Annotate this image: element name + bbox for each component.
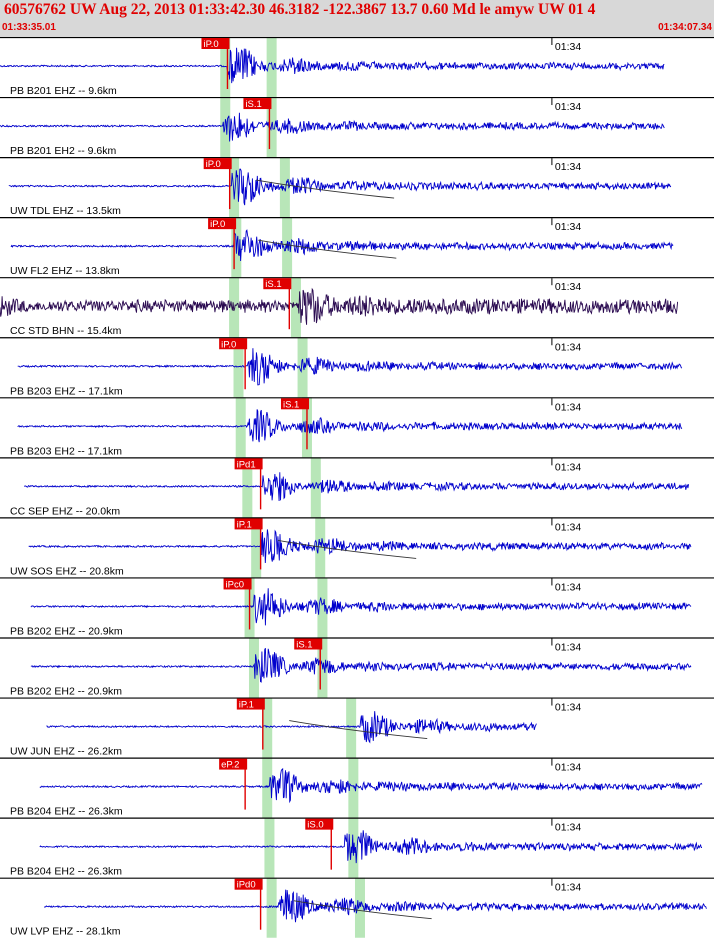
time-tick-label: 01:34 [555,401,581,413]
station-label: PB B204 EH2 -- 26.3km [10,866,122,878]
station-label: PB B201 EH2 -- 9.6km [10,145,116,157]
station-label: PB B202 EH2 -- 20.9km [10,686,122,698]
pick-flag [236,698,265,710]
pick-flag [203,158,232,170]
pick-flag [219,338,248,350]
pick-flag [223,578,252,590]
pick-flag [201,38,230,49]
waveform [17,409,683,443]
pick-label: iS.1 [296,640,312,651]
station-label: PB B204 EHZ -- 26.3km [10,806,123,818]
time-tick-label: 01:34 [555,642,581,654]
time-tick-label: 01:34 [555,341,581,353]
pick-label: iS.1 [283,399,299,410]
waveform [8,168,672,206]
pick-label: iP.1 [237,519,252,530]
station-label: CC STD BHN -- 15.4km [10,325,122,337]
time-tick-label: 01:34 [555,882,581,894]
pick-label: iPd1 [237,459,256,470]
pick-label: iP.1 [239,700,254,711]
pick-flag [219,758,248,770]
waveform [43,889,707,923]
seismogram-plot: iP.0 01:34 PB B201 EHZ -- 9.6km iS.1 01:34 PB… [0,37,714,938]
pick-label: iP.0 [206,159,221,170]
time-tick-label: 01:34 [555,101,581,113]
time-tick-label: 01:34 [555,161,581,173]
pick-flag [263,278,292,290]
pick-label: iS.1 [245,99,261,110]
time-tick-label: 01:34 [555,822,581,834]
time-tick-label: 01:34 [555,581,581,593]
start-time-label: 01:33:35.01 [2,22,56,33]
waveform [24,472,690,502]
station-label: PB B202 EHZ -- 20.9km [10,625,123,637]
station-label: PB B201 EHZ -- 9.6km [10,85,117,97]
station-label: CC SEP EHZ -- 20.0km [10,505,120,517]
pick-flag [294,638,323,650]
pick-label: iP.0 [210,219,225,230]
pick-flag [234,878,263,890]
header-bar: 60576762 UW Aug 22, 2013 01:33:42.30 46.… [0,0,714,37]
station-label: PB B203 EH2 -- 17.1km [10,445,122,457]
waveform [39,830,702,864]
station-label: UW TDL EHZ -- 13.5km [10,205,121,217]
waveform [0,112,665,142]
time-tick-label: 01:34 [555,221,581,233]
waveform [39,768,703,804]
time-tick-label: 01:34 [555,521,581,533]
station-label: UW JUN EHZ -- 26.2km [10,746,122,758]
pick-label: iS.0 [307,820,323,831]
pick-flag [234,458,263,470]
coda-curve [258,239,397,259]
pick-flag [208,218,237,230]
s-window-band [266,37,365,938]
pick-label: eP.2 [221,760,239,771]
waveform [30,588,692,626]
waveform [46,711,537,744]
waveform [28,529,692,564]
pick-label: iS.1 [265,279,281,290]
station-label: UW LVP EHZ -- 28.1km [10,926,121,938]
pick-label: iPd0 [237,880,256,891]
pick-label: iPc0 [226,579,244,590]
station-label: UW FL2 EHZ -- 13.8km [10,265,120,277]
pick-label: iP.0 [203,39,218,50]
coda-curve [278,539,417,559]
event-title: 60576762 UW Aug 22, 2013 01:33:42.30 46.… [4,1,596,18]
time-tick-label: 01:34 [555,461,581,473]
pick-flag [243,98,272,110]
waveform [0,287,679,325]
waveform [17,348,683,386]
pick-flag [305,818,334,830]
time-tick-label: 01:34 [555,41,581,53]
waveform [0,47,665,84]
coda-curve [256,179,395,199]
pick-label: iP.0 [221,339,236,350]
time-tick-label: 01:34 [555,281,581,293]
station-label: UW SOS EHZ -- 20.8km [10,565,124,577]
time-tick-label: 01:34 [555,702,581,714]
pick-flag [234,518,263,530]
end-time-label: 01:34:07.34 [658,22,712,33]
station-label: PB B203 EHZ -- 17.1km [10,385,123,397]
waveform [10,229,674,262]
pick-flag [280,398,309,410]
time-tick-label: 01:34 [555,762,581,774]
waveform [30,648,692,683]
coda-curve [289,720,428,739]
coda-curve [293,900,432,920]
